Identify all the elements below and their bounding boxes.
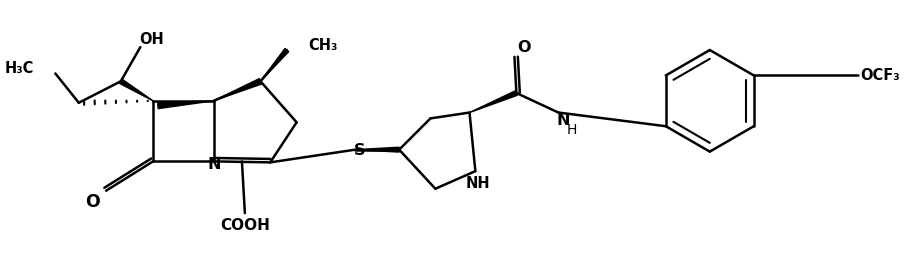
Text: OH: OH	[140, 32, 164, 47]
Polygon shape	[214, 79, 262, 101]
Polygon shape	[469, 91, 517, 112]
Text: O: O	[517, 40, 531, 54]
Text: H: H	[567, 123, 577, 137]
Polygon shape	[120, 79, 153, 101]
Text: COOH: COOH	[220, 218, 270, 233]
Text: CH₃: CH₃	[308, 38, 338, 53]
Text: N: N	[207, 157, 221, 172]
Polygon shape	[261, 49, 289, 81]
Text: O: O	[85, 193, 100, 211]
Text: NH: NH	[466, 176, 491, 191]
Text: S: S	[354, 143, 366, 158]
Text: H₃C: H₃C	[5, 61, 34, 76]
Text: N: N	[556, 113, 570, 128]
Polygon shape	[158, 101, 214, 109]
Text: OCF₃: OCF₃	[860, 68, 900, 83]
Polygon shape	[355, 147, 400, 152]
